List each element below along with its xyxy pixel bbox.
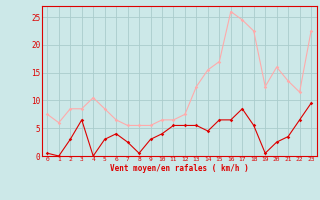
X-axis label: Vent moyen/en rafales ( km/h ): Vent moyen/en rafales ( km/h ) [110,164,249,173]
